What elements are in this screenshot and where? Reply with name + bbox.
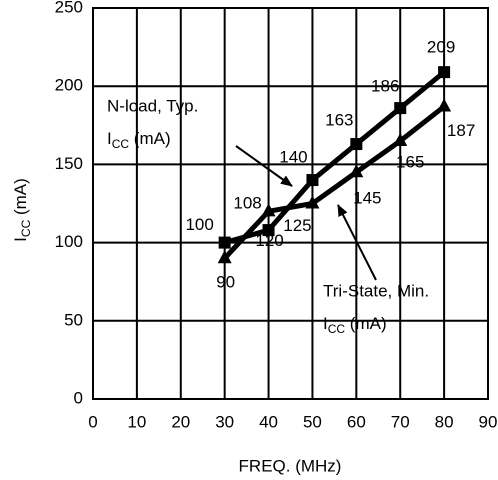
marker bbox=[349, 164, 364, 178]
marker bbox=[262, 224, 275, 237]
y-label-main: I bbox=[11, 237, 30, 242]
y-tick-label: 50 bbox=[64, 310, 83, 329]
y-label-sub: CC bbox=[19, 219, 33, 237]
annotation-arrow bbox=[337, 204, 377, 281]
unit-sub: CC bbox=[112, 137, 130, 151]
annotation: Tri-State, Min. bbox=[323, 281, 429, 300]
y-tick-label: 150 bbox=[55, 154, 83, 173]
x-tick-label: 30 bbox=[215, 412, 234, 431]
unit-rest: (mA) bbox=[345, 314, 387, 333]
data-label: 90 bbox=[216, 273, 235, 292]
annotation: N-load, Typ. bbox=[107, 96, 198, 115]
marker bbox=[218, 236, 231, 249]
x-tick-label: 40 bbox=[259, 412, 278, 431]
series-line bbox=[222, 104, 446, 260]
x-tick-label: 20 bbox=[171, 412, 190, 431]
marker bbox=[217, 250, 232, 264]
marker bbox=[438, 66, 451, 79]
x-tick-label: 0 bbox=[88, 412, 97, 431]
marker bbox=[261, 203, 276, 217]
data-label: 186 bbox=[371, 77, 399, 96]
x-tick-label: 70 bbox=[391, 412, 410, 431]
data-label: 108 bbox=[233, 194, 261, 213]
marker bbox=[306, 174, 319, 187]
marker bbox=[305, 195, 320, 209]
series-line bbox=[223, 70, 446, 246]
data-label: 145 bbox=[353, 189, 381, 208]
x-tick-label: 50 bbox=[303, 412, 322, 431]
unit-rest: (mA) bbox=[129, 129, 171, 148]
x-tick-label: 10 bbox=[127, 412, 146, 431]
data-label: 140 bbox=[279, 148, 307, 167]
unit-main: I bbox=[107, 129, 112, 148]
annotation-unit: ICC (mA) bbox=[107, 129, 171, 151]
annotation-arrow bbox=[235, 145, 293, 187]
y-axis-label: ICC (mA) bbox=[11, 178, 33, 242]
annotation-unit: ICC (mA) bbox=[323, 314, 387, 336]
data-label: 209 bbox=[427, 38, 455, 57]
y-tick-label: 0 bbox=[74, 388, 83, 407]
data-label: 125 bbox=[283, 216, 311, 235]
x-tick-label: 90 bbox=[479, 412, 498, 431]
data-label: 165 bbox=[396, 152, 424, 171]
marker bbox=[393, 132, 408, 146]
x-tick-label: 80 bbox=[435, 412, 454, 431]
marker bbox=[350, 138, 363, 151]
data-label: 100 bbox=[185, 215, 213, 234]
data-label: 187 bbox=[447, 121, 475, 140]
y-tick-label: 200 bbox=[55, 76, 83, 95]
unit-main: I bbox=[323, 314, 328, 333]
x-tick-label: 60 bbox=[347, 412, 366, 431]
unit-sub: CC bbox=[328, 322, 346, 336]
marker bbox=[437, 98, 452, 112]
marker bbox=[394, 102, 407, 115]
x-axis-label: FREQ. (MHz) bbox=[239, 456, 342, 475]
y-tick-label: 100 bbox=[55, 232, 83, 251]
plot-frame bbox=[92, 7, 489, 400]
y-tick-label: 250 bbox=[55, 0, 83, 16]
y-label-rest: (mA) bbox=[11, 178, 30, 220]
data-label: 163 bbox=[325, 111, 353, 130]
data-label: 120 bbox=[255, 231, 283, 250]
